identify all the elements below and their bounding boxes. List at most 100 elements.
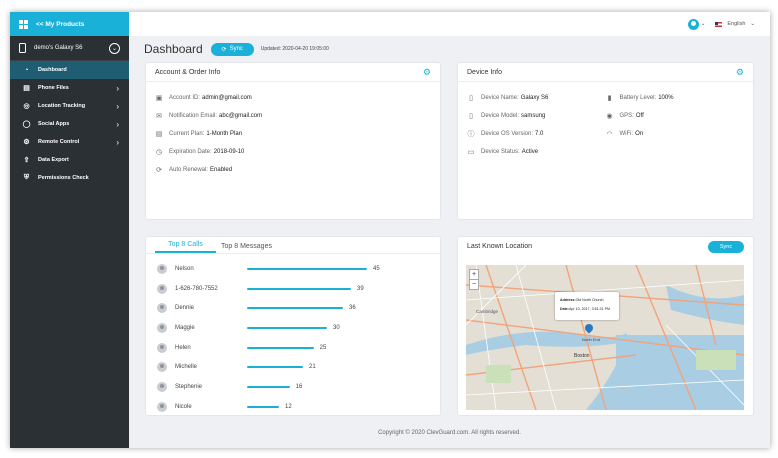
chevron-down-icon[interactable]: ⌄ xyxy=(109,42,120,54)
call-row[interactable]: Helen 25 xyxy=(157,338,440,358)
sidebar-item-phone-files[interactable]: ▤ Phone Files › xyxy=(10,79,129,97)
device-info-row: ▭ Device Status: Active xyxy=(467,143,606,161)
contact-name: Nelson xyxy=(175,265,194,272)
account-info-label: Notification Email: xyxy=(169,113,218,119)
account-info-row: ◷ Expiration Date: 2018-09-10 xyxy=(155,143,431,161)
location-sync-button[interactable]: Sync xyxy=(708,240,744,253)
call-count: 39 xyxy=(357,285,364,292)
chevron-right-icon: › xyxy=(116,83,119,93)
call-count-bar xyxy=(247,307,343,310)
gear-icon[interactable]: ⚙ xyxy=(735,66,744,77)
monitor-icon: ▭ xyxy=(467,149,475,156)
call-count: 30 xyxy=(333,324,340,331)
device-info-label: Device Model: xyxy=(481,113,520,119)
contact-avatar xyxy=(157,342,167,353)
device-info-label: Device Name: xyxy=(481,95,519,101)
my-products-link[interactable]: << My Products xyxy=(10,12,129,36)
device-selector[interactable]: demo's Galaxy S6 ⌄ xyxy=(10,36,129,61)
page-title: Dashboard xyxy=(144,42,203,56)
account-card: Account & Order Info ⚙ ▣ Account ID: admin… xyxy=(145,62,441,220)
account-info-label: Account ID: xyxy=(169,95,201,101)
sidebar-item-data-export[interactable]: ⇪ Data Export xyxy=(10,151,129,169)
chat-icon: ◯ xyxy=(22,121,31,128)
refresh-icon: ⟳ xyxy=(221,46,227,53)
zoom-out-button[interactable]: − xyxy=(471,281,477,288)
card-title: Last Known Location xyxy=(467,243,532,250)
tabs: Top 8 Calls Top 8 Messages xyxy=(146,237,440,254)
wifi-icon: ◠ xyxy=(606,131,613,138)
user-avatar[interactable] xyxy=(687,18,699,30)
gps-icon: ◉ xyxy=(606,113,613,120)
top-bar: ⌄ English ⌄ xyxy=(129,12,770,36)
top-calls-card: Top 8 Calls Top 8 Messages Nelson 45 1-626… xyxy=(145,236,441,416)
tab-top-messages[interactable]: Top 8 Messages xyxy=(221,243,272,250)
card-title: Device Info xyxy=(467,68,503,76)
device-info-value: 100% xyxy=(658,95,674,101)
call-row[interactable]: Stephenie 16 xyxy=(157,377,440,397)
sidebar-item-remote-control[interactable]: ⚙ Remote Control › xyxy=(10,133,129,151)
contact-avatar xyxy=(157,401,167,412)
device-model-icon: ▯ xyxy=(469,113,473,120)
contact-name: Maggie xyxy=(175,324,195,331)
us-flag-icon xyxy=(715,21,723,27)
account-info-row: ⟳ Auto Renewal: Enabled xyxy=(155,161,431,179)
contact-avatar xyxy=(157,263,167,274)
call-row[interactable]: Nicole 12 xyxy=(157,397,440,417)
contact-name: Nicole xyxy=(175,403,192,410)
sync-button[interactable]: ⟳ Sync xyxy=(210,42,254,56)
contact-avatar xyxy=(157,303,167,314)
language-selector[interactable]: English xyxy=(727,21,746,27)
account-info-list: ▣ Account ID: admin@gmail.com ✉ Notification… xyxy=(146,82,440,179)
device-info-row: ◠ WiFi: On xyxy=(606,125,745,143)
export-icon: ⇪ xyxy=(23,157,30,164)
map[interactable]: Cambridge Boston North End + − Address:O… xyxy=(466,265,744,410)
contact-name: Dennie xyxy=(175,305,195,312)
tab-top-calls[interactable]: Top 8 Calls xyxy=(155,241,216,253)
chevron-down-icon[interactable]: ⌄ xyxy=(700,21,706,27)
call-count-bar xyxy=(247,267,367,270)
call-count: 12 xyxy=(285,403,292,410)
sidebar-item-dashboard[interactable]: ◔ Dashboard xyxy=(10,61,129,79)
contact-avatar xyxy=(157,362,167,373)
call-count-bar xyxy=(247,385,290,388)
device-info-left: ▯ Device Name: Galaxy S6 ▯ Device Model: sams… xyxy=(467,89,606,161)
device-info-row: ▯ Device Model: samsung xyxy=(467,107,606,125)
device-info-value: Active xyxy=(521,149,539,155)
call-count: 45 xyxy=(373,265,380,272)
call-row[interactable]: Nelson 45 xyxy=(157,259,440,279)
map-label: Boston xyxy=(574,353,590,359)
contact-name: Stephenie xyxy=(175,383,203,390)
device-info-value: Galaxy S6 xyxy=(520,95,549,101)
footer: Copyright © 2020 ClevGuard.com. All righ… xyxy=(378,430,521,436)
zoom-control: + − xyxy=(469,269,479,290)
device-info-row: ▯ Device Name: Galaxy S6 xyxy=(467,89,606,107)
gear-icon[interactable]: ⚙ xyxy=(422,66,431,77)
battery-icon: ▮ xyxy=(607,95,612,102)
map-label: Cambridge xyxy=(476,309,499,314)
main-content: ⌄ English ⌄ Dashboard ⟳ Sync Updated: 20… xyxy=(129,12,770,448)
contact-avatar xyxy=(157,283,167,294)
remote-control-icon: ⚙ xyxy=(23,139,30,146)
sidebar-item-social-apps[interactable]: ◯ Social Apps › xyxy=(10,115,129,133)
call-row[interactable]: Dennie 36 xyxy=(157,298,440,318)
contact-name: Helen xyxy=(175,344,191,351)
contact-avatar xyxy=(157,381,167,392)
phone-icon xyxy=(19,43,26,53)
device-info-label: Device Status: xyxy=(481,149,520,155)
call-count: 16 xyxy=(295,383,303,390)
zoom-in-button[interactable]: + xyxy=(470,271,478,280)
popup-date: Apr 10, 2017, 3:51:31 PM xyxy=(569,307,610,311)
map-label: North End xyxy=(582,337,600,342)
location-icon: ◎ xyxy=(23,103,30,110)
call-row[interactable]: 1-626-780-7552 39 xyxy=(157,279,440,299)
account-info-value: Enabled xyxy=(210,167,233,173)
account-info-row: ▤ Current Plan: 1-Month Plan xyxy=(155,125,431,143)
call-row[interactable]: Maggie 30 xyxy=(157,318,440,338)
chevron-down-icon[interactable]: ⌄ xyxy=(750,21,755,27)
call-row[interactable]: Michelle 21 xyxy=(157,357,440,377)
sidebar-item-location-tracking[interactable]: ◎ Location Tracking › xyxy=(10,97,129,115)
sync-label: Sync xyxy=(229,46,243,52)
contact-name: 1-626-780-7552 xyxy=(175,285,218,292)
call-count-bar xyxy=(247,405,279,408)
sidebar-item-permissions-check[interactable]: ⛨ Permissions Check xyxy=(10,169,129,187)
